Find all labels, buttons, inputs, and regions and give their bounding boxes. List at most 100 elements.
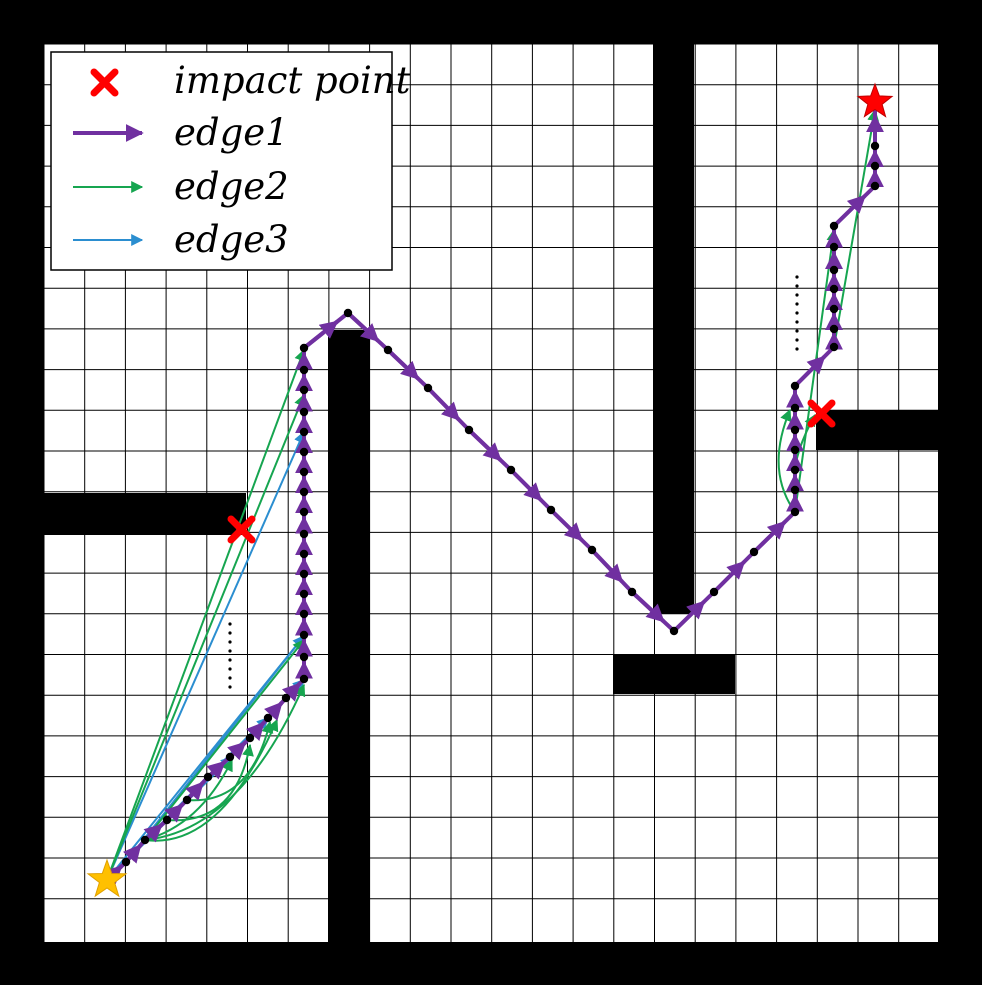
edge1-segment — [185, 775, 210, 802]
ellipsis-dots-left — [228, 622, 232, 689]
start-star-icon — [86, 858, 128, 898]
edge1-segment — [467, 428, 513, 472]
legend-edge2-label: edge2 — [174, 165, 289, 208]
path-node — [790, 381, 800, 391]
path-node — [299, 674, 309, 684]
path-node — [343, 308, 353, 318]
wall-right-column — [653, 44, 694, 614]
edge1-segment — [672, 590, 716, 633]
edge2-curve — [144, 718, 279, 842]
path-node — [749, 547, 759, 557]
path-node — [182, 795, 192, 805]
path-node — [790, 445, 800, 455]
edge1-segment — [248, 716, 270, 740]
path-node — [140, 835, 150, 845]
edge1-segment — [426, 386, 471, 432]
path-node — [299, 609, 309, 619]
path-node — [790, 507, 800, 517]
edge1-segment — [630, 590, 676, 633]
path-node — [245, 733, 255, 743]
impact-point-x-icon — [807, 399, 836, 428]
outer-wall-right — [938, 0, 982, 985]
edge1-segment — [346, 311, 390, 352]
outer-wall-top — [0, 0, 982, 44]
path-node — [162, 815, 172, 825]
path-node — [870, 141, 880, 151]
path-node — [225, 752, 235, 762]
path-node — [464, 425, 474, 435]
edge1-segment — [549, 508, 594, 552]
edge1-segment — [386, 348, 430, 390]
legend: impact point edge1 edge2 edge3 — [50, 51, 411, 271]
path-node — [829, 304, 839, 314]
edge1-segment — [832, 184, 877, 228]
edge1-segment — [712, 550, 756, 594]
path-node — [263, 713, 273, 723]
path-node — [299, 447, 309, 457]
legend-edge1-label: edge1 — [174, 111, 289, 154]
path-node — [790, 403, 800, 413]
outer-wall-left — [0, 0, 44, 985]
path-node — [829, 284, 839, 294]
path-node — [299, 365, 309, 375]
legend-impact-label: impact point — [174, 59, 411, 102]
path-node — [299, 569, 309, 579]
path-node — [790, 485, 800, 495]
wall-floating-block — [613, 654, 735, 694]
edge1-segment — [752, 510, 797, 554]
wall-center-column — [328, 330, 370, 942]
path-node — [281, 693, 291, 703]
edge1-segment — [143, 818, 169, 842]
edge1-segment — [284, 677, 306, 700]
edge1-segment — [124, 838, 147, 864]
path-node — [383, 345, 393, 355]
path-node — [669, 626, 679, 636]
edge2-line — [106, 393, 306, 881]
path-node — [829, 342, 839, 352]
path-node — [299, 427, 309, 437]
outer-wall-bottom — [0, 942, 982, 985]
path-node — [829, 242, 839, 252]
edge2-line — [106, 348, 306, 881]
path-node — [299, 507, 309, 517]
path-node — [299, 652, 309, 662]
path-node — [299, 529, 309, 539]
path-node — [299, 343, 309, 353]
edge1-segment — [509, 468, 553, 512]
path-node — [423, 383, 433, 393]
impact-point-icon — [90, 68, 119, 97]
path-node — [506, 465, 516, 475]
wall-left-shelf — [44, 493, 246, 535]
edge1-segment — [206, 755, 232, 779]
edge1-segment — [590, 548, 634, 594]
edge1-segment — [228, 736, 252, 759]
path-nodes — [121, 141, 880, 867]
path-node — [203, 772, 213, 782]
path-node — [299, 385, 309, 395]
path-node — [790, 425, 800, 435]
path-node — [587, 545, 597, 555]
edge1-segment — [793, 345, 836, 388]
path-node — [121, 857, 131, 867]
path-node — [546, 505, 556, 515]
goal-star-icon — [856, 82, 894, 118]
legend-edge3-label: edge3 — [174, 218, 289, 261]
path-node — [299, 407, 309, 417]
path-node — [627, 587, 637, 597]
edge3-line — [106, 430, 306, 881]
impact-point-x-icon — [227, 515, 256, 544]
path-node — [299, 549, 309, 559]
path-node — [299, 487, 309, 497]
edge1-segment — [302, 311, 350, 350]
path-node — [709, 587, 719, 597]
path-node — [299, 589, 309, 599]
path-node — [870, 181, 880, 191]
edge1-segment — [165, 798, 189, 822]
path-node — [829, 265, 839, 275]
path-node — [299, 630, 309, 640]
path-node — [299, 467, 309, 477]
wall-right-shelf — [816, 410, 938, 450]
path-node — [790, 465, 800, 475]
